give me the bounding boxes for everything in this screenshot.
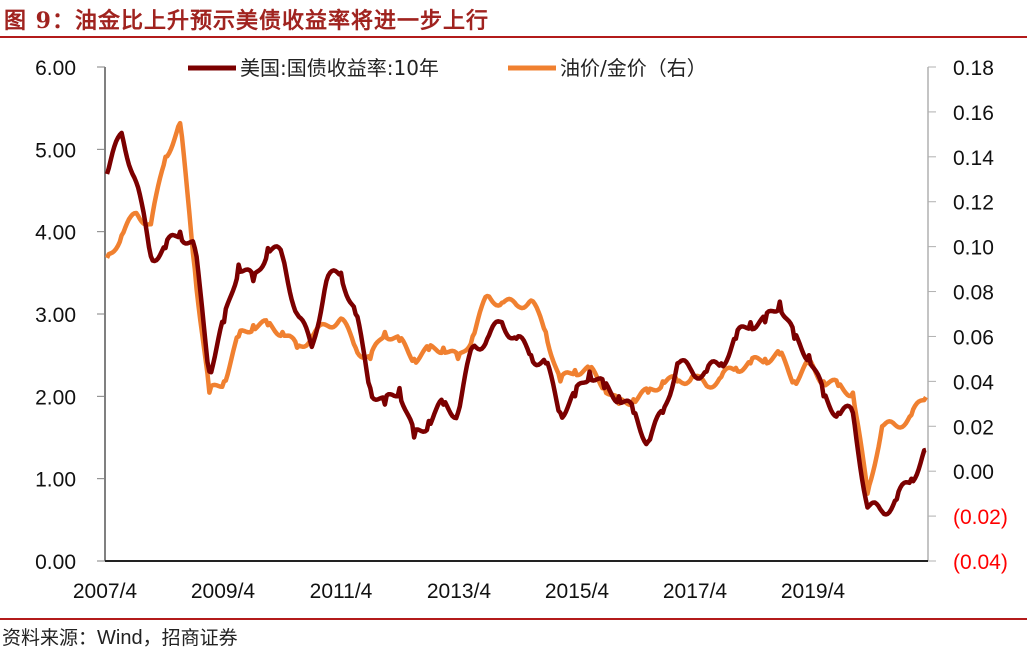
chart-axes: 6.00 5.00 4.00 3.00 2.00 1.00 0.00 0.18 0.16 0.14… <box>35 57 1008 603</box>
x-tick-label: 2013/4 <box>427 580 492 603</box>
x-tick-label: 2009/4 <box>191 580 256 603</box>
left-tick-label: 6.00 <box>35 57 76 80</box>
right-tick-label: 0.18 <box>953 57 994 80</box>
chart-series <box>104 120 928 517</box>
figure-title: 图 9：油金比上升预示美债收益率将进一步上行 <box>4 8 489 34</box>
right-tick-label: (0.02) <box>953 506 1008 529</box>
left-tick-label: 4.00 <box>35 222 76 245</box>
legend-label-yield: 美国:国债收益率:10年 <box>240 56 439 80</box>
right-tick-label: 0.10 <box>953 237 994 260</box>
x-tick-label: 2017/4 <box>663 580 728 603</box>
left-tick-label: 3.00 <box>35 304 76 327</box>
right-tick-label: 0.16 <box>953 102 994 125</box>
legend-label-ratio: 油价/金价（右） <box>560 56 707 80</box>
x-tick-label: 2015/4 <box>545 580 610 603</box>
right-tick-label: 0.04 <box>953 371 994 394</box>
right-tick-label: 0.12 <box>953 192 994 215</box>
right-tick-label: 0.14 <box>953 147 994 170</box>
source-note: 资料来源：Wind，招商证券 <box>2 623 238 650</box>
left-tick-label: 0.00 <box>35 551 76 574</box>
chart-legend: 美国:国债收益率:10年 油价/金价（右） <box>188 56 707 80</box>
x-tick-label: 2011/4 <box>310 580 373 603</box>
source-prefix: 资料来源： <box>2 627 98 649</box>
x-tick-label: 2007/4 <box>73 580 138 603</box>
left-tick-label: 1.00 <box>35 469 76 492</box>
right-tick-label: (0.04) <box>953 551 1008 574</box>
series-us-10y-yield <box>104 130 927 517</box>
right-tick-label: 0.00 <box>953 461 994 484</box>
left-tick-label: 2.00 <box>35 386 76 409</box>
source-latin: Wind <box>97 627 143 649</box>
series-oil-gold-ratio <box>104 120 928 496</box>
source-divider <box>0 618 1027 620</box>
right-tick-label: 0.08 <box>953 282 994 305</box>
source-suffix: ，招商证券 <box>142 627 238 649</box>
right-tick-label: 0.02 <box>953 416 994 439</box>
right-tick-label: 0.06 <box>953 326 994 349</box>
title-divider <box>0 36 1027 38</box>
left-tick-label: 5.00 <box>35 139 76 162</box>
x-tick-label: 2019/4 <box>781 580 846 603</box>
